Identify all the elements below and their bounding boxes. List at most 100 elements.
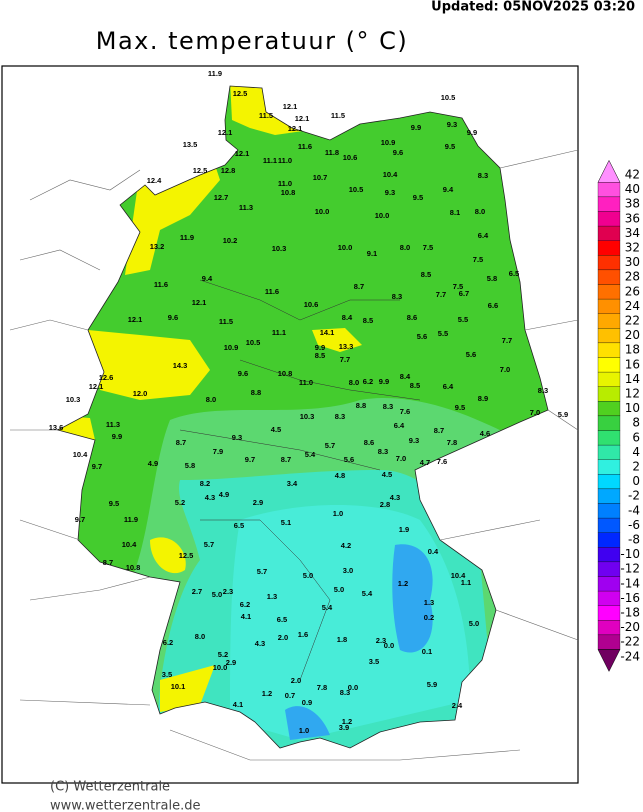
station-value: 11.9: [208, 69, 222, 78]
station-value: 13.5: [183, 140, 198, 149]
station-value: 5.2: [175, 498, 185, 507]
legend-swatch: [597, 342, 621, 358]
legend-label: 30: [625, 255, 640, 269]
station-value: 4.1: [233, 700, 243, 709]
station-value: 5.5: [458, 315, 468, 324]
legend-swatch: [597, 605, 621, 621]
station-value: 10.3: [300, 412, 315, 421]
legend-label: -22: [620, 635, 640, 649]
station-value: 5.6: [466, 350, 476, 359]
station-value: 7.0: [500, 365, 510, 374]
station-value: 8.6: [364, 438, 374, 447]
legend-swatch: [597, 576, 621, 592]
station-value: 4.9: [219, 490, 229, 499]
legend-swatch: [597, 269, 621, 285]
station-value: 4.8: [335, 471, 345, 480]
station-value: 12.1: [89, 382, 104, 391]
station-value: 8.1: [450, 208, 460, 217]
station-value: 7.5: [423, 243, 433, 252]
station-value: 4.5: [382, 470, 392, 479]
credit-url: www.wetterzentrale.de: [50, 799, 200, 812]
color-legend: 424038363432302826242220181614121086420-…: [597, 159, 640, 672]
legend-label: 12: [625, 387, 640, 401]
station-value: 10.0: [213, 663, 228, 672]
station-value: 8.9: [478, 394, 488, 403]
station-value: 8.4: [342, 313, 353, 322]
legend-swatch: [597, 225, 621, 241]
legend-swatch: [597, 415, 621, 431]
station-value: 6.5: [509, 269, 519, 278]
station-value: 10.5: [246, 338, 261, 347]
station-value: 8.7: [281, 455, 291, 464]
station-value: 3.0: [343, 566, 353, 575]
legend-swatch: [597, 532, 621, 548]
legend-label: 38: [625, 197, 640, 211]
station-value: 8.3: [383, 402, 393, 411]
station-value: 12.5: [233, 89, 248, 98]
station-value: 8.3: [538, 386, 548, 395]
station-value: 6.5: [277, 615, 287, 624]
legend-label: -4: [628, 503, 640, 517]
station-value: 5.6: [417, 332, 427, 341]
station-value: 5.7: [257, 567, 267, 576]
station-value: 8.5: [315, 351, 325, 360]
station-value: 11.0: [278, 179, 292, 188]
station-value: 10.4: [73, 450, 88, 459]
station-value: 6.5: [234, 521, 244, 530]
station-value: 9.9: [379, 377, 389, 386]
station-value: 1.3: [267, 592, 277, 601]
legend-swatch: [597, 357, 621, 373]
station-value: 9.5: [445, 142, 455, 151]
station-value: 1.2: [342, 717, 352, 726]
station-value: 10.4: [383, 170, 398, 179]
station-value: 9.4: [443, 185, 454, 194]
legend-label: -2: [628, 489, 640, 503]
station-value: 10.1: [171, 682, 186, 691]
station-value: 1.9: [399, 525, 409, 534]
map: 11.9 12.5 10.5 12.1 11.5 12.1 11.5 12.1 9.3 9.9 9.…: [1, 65, 579, 784]
station-value: 6.4: [478, 231, 489, 240]
station-value: 12.4: [147, 176, 162, 185]
station-value: 4.1: [241, 612, 251, 621]
legend-label: 24: [625, 299, 640, 313]
legend-label: 20: [625, 328, 640, 342]
station-value: 12.1: [288, 124, 303, 133]
station-value: 9.7: [245, 455, 255, 464]
station-value: 2.7: [192, 587, 202, 596]
station-value: 2.3: [376, 636, 386, 645]
legend-label: -16: [620, 591, 640, 605]
station-value: 6.7: [459, 289, 469, 298]
legend-label: 40: [625, 182, 640, 196]
station-value: 5.8: [185, 461, 195, 470]
station-value: 9.3: [409, 436, 419, 445]
station-value: 12.1: [295, 114, 310, 123]
station-value: 8.5: [421, 270, 431, 279]
station-value: 9.9: [315, 343, 325, 352]
station-value: 10.3: [66, 395, 81, 404]
legend-label: 14: [625, 372, 640, 386]
station-value: 5.0: [334, 585, 344, 594]
station-value: 7.6: [437, 457, 447, 466]
station-value: 13.6: [49, 423, 64, 432]
station-value: 6.4: [394, 421, 405, 430]
station-value: 11.6: [265, 287, 279, 296]
station-value: 3.9: [339, 723, 349, 732]
legend-swatch: [597, 328, 621, 344]
station-value: 12.8: [221, 166, 236, 175]
legend-label: 18: [625, 343, 640, 357]
station-value: 10.7: [313, 173, 328, 182]
station-value: 8.5: [363, 316, 373, 325]
legend-swatch: [597, 159, 621, 183]
station-value: 5.0: [212, 590, 222, 599]
station-value: 8.3: [392, 292, 402, 301]
station-value: 10.6: [343, 153, 358, 162]
station-value: 8.5: [410, 381, 420, 390]
legend-swatch: [597, 634, 621, 650]
station-value: 8.7: [103, 558, 113, 567]
station-value: 0.7: [285, 691, 295, 700]
station-value: 7.5: [453, 282, 463, 291]
station-value: 5.4: [362, 589, 373, 598]
station-value: 9.3: [447, 120, 457, 129]
station-value: 2.8: [380, 500, 390, 509]
